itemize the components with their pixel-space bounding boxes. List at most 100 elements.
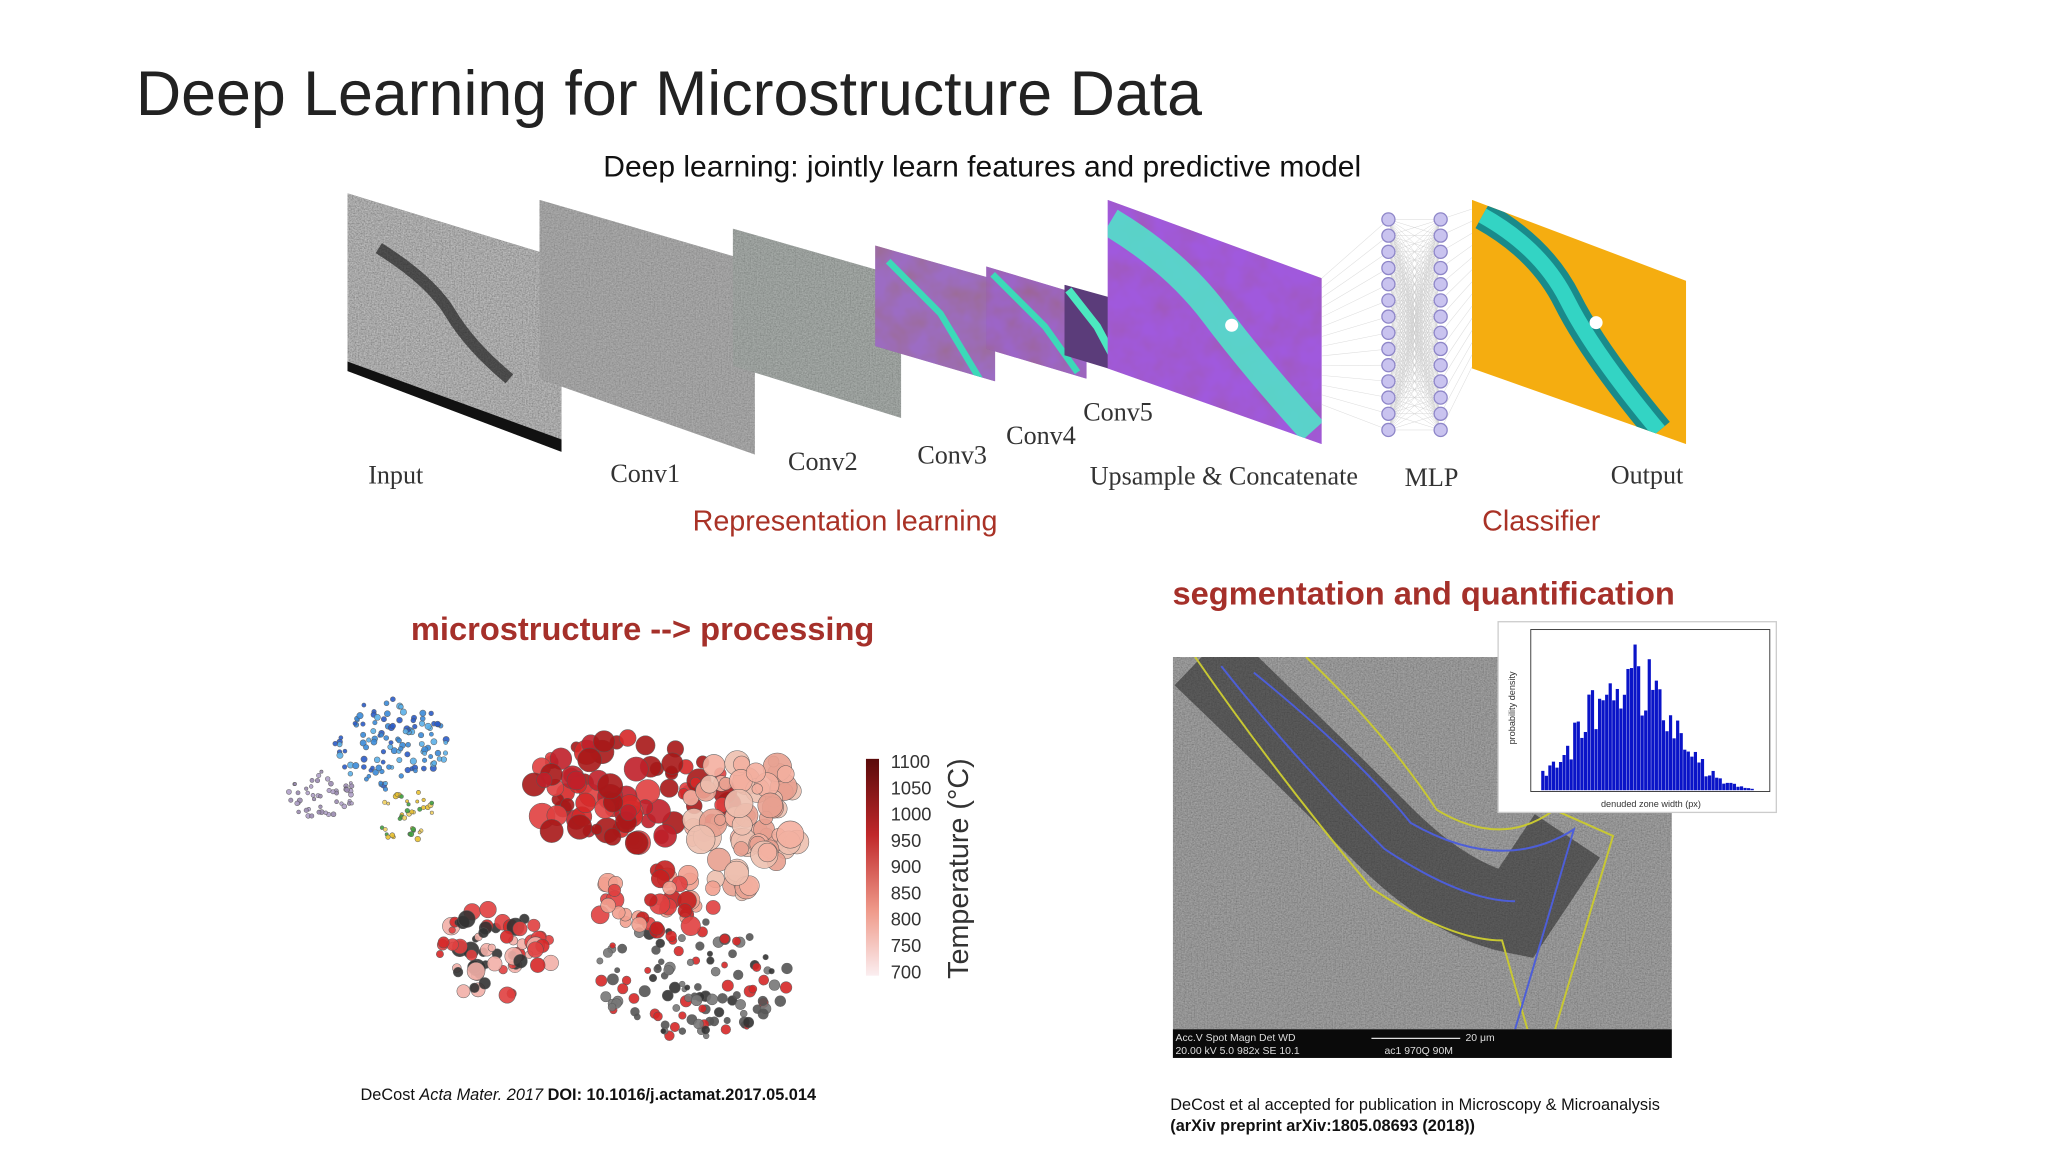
stage-label: Conv1 — [610, 459, 680, 488]
scatter-point — [607, 883, 621, 897]
histogram-bar — [1612, 700, 1616, 791]
scatter-point — [633, 1013, 641, 1021]
scatter-point — [398, 773, 404, 779]
scatter-point — [418, 741, 425, 747]
histogram-bar — [1619, 708, 1623, 791]
scatter-point — [382, 786, 389, 792]
scatter-point — [593, 730, 615, 753]
scatter-point — [513, 954, 528, 969]
mlp-edge — [1321, 316, 1389, 337]
scatter-point — [705, 880, 721, 896]
scatter-point — [659, 778, 679, 798]
scatter-point — [389, 722, 396, 730]
scatter-point — [653, 1011, 663, 1022]
scatter-point — [319, 769, 324, 774]
panel-heading: segmentation and quantification — [1173, 575, 1675, 612]
histogram-bar — [1541, 770, 1545, 791]
scatter-point — [776, 820, 805, 849]
mlp-edge — [1321, 267, 1389, 308]
mlp-edge — [1388, 219, 1441, 366]
scatter-point — [487, 943, 496, 952]
scatter-point — [348, 791, 354, 798]
histogram-bar — [1722, 783, 1726, 791]
scatter-point — [360, 721, 366, 727]
histogram-bar — [1562, 755, 1566, 791]
mlp-edge — [1321, 283, 1389, 318]
mlp-edge — [1388, 284, 1441, 431]
mlp-node — [1433, 358, 1448, 373]
scatter-point — [374, 713, 381, 721]
scatter-point — [380, 759, 386, 765]
scatter-point — [443, 740, 448, 745]
mlp-node — [1381, 374, 1396, 389]
scatter-point — [566, 770, 587, 791]
scatter-point — [678, 1011, 687, 1020]
scatter-point — [370, 728, 377, 735]
scatter-point — [758, 974, 770, 986]
mlp-edge — [1388, 219, 1441, 398]
histogram-bar — [1580, 737, 1584, 791]
histogram-bar — [1551, 761, 1556, 791]
scatter-point — [745, 933, 754, 941]
histogram-bar — [1686, 751, 1690, 791]
scatter-point — [338, 735, 344, 741]
colorbar-tick-label: 700 — [891, 961, 921, 982]
scatter-point — [436, 950, 444, 959]
scatter-point — [424, 722, 432, 730]
histogram-bar — [1665, 731, 1669, 791]
histogram-bar — [1601, 700, 1605, 791]
mlp-node — [1381, 212, 1396, 227]
group-label: Representation learning — [693, 505, 998, 537]
scatter-point — [316, 773, 322, 778]
scatter-point — [372, 769, 379, 776]
stage-label: Input — [368, 460, 424, 489]
scatter-point — [527, 918, 541, 932]
scatter-point — [542, 954, 559, 971]
scatter-point — [702, 754, 726, 777]
scatter-point — [294, 800, 300, 807]
scatter-point — [723, 1016, 731, 1024]
mlp-edge — [1321, 235, 1389, 289]
scatter-point — [721, 979, 734, 992]
histogram-bar — [1732, 783, 1737, 791]
colorbar-tick-label: 1050 — [891, 777, 932, 798]
mlp-node — [1433, 390, 1448, 405]
mlp-edge — [1321, 375, 1389, 382]
mlp-edge — [1388, 219, 1441, 317]
scatter-point — [728, 949, 737, 959]
scatter-point — [776, 765, 795, 783]
scatter-point — [360, 755, 368, 763]
histogram-bar — [1672, 738, 1676, 791]
scatter-point — [344, 787, 350, 793]
scatter-point — [396, 757, 403, 763]
scatter-point — [296, 809, 301, 815]
mlp-edge — [1388, 219, 1441, 333]
mlp-edge — [1321, 300, 1389, 328]
scatter-point — [434, 720, 441, 728]
histogram-bar — [1658, 689, 1662, 791]
scatter-point — [721, 961, 728, 969]
scatter-point — [389, 832, 396, 838]
histogram-bar — [1676, 720, 1680, 791]
mlp-edge — [1388, 219, 1441, 350]
scatter-point — [399, 794, 404, 799]
scatter-point — [757, 792, 783, 819]
scatter-point — [349, 783, 355, 789]
scatter-point — [624, 831, 649, 855]
scatter-point — [434, 749, 442, 757]
mlp-edge — [1440, 318, 1473, 366]
mlp-node — [1433, 212, 1448, 227]
scatter-point — [414, 835, 421, 843]
histogram-bar — [1700, 759, 1705, 791]
scatter-point — [733, 841, 749, 857]
tsne-scatter — [286, 696, 810, 1041]
scatter-point — [457, 910, 476, 928]
scatter-point — [363, 744, 370, 751]
mlp-edge — [1388, 235, 1441, 431]
colorbar — [865, 758, 880, 976]
scatter-point — [781, 962, 793, 975]
scatter-point — [465, 949, 478, 961]
histogram-bar — [1626, 668, 1630, 791]
scatter-point — [660, 1028, 667, 1035]
scatter-point — [390, 696, 396, 702]
